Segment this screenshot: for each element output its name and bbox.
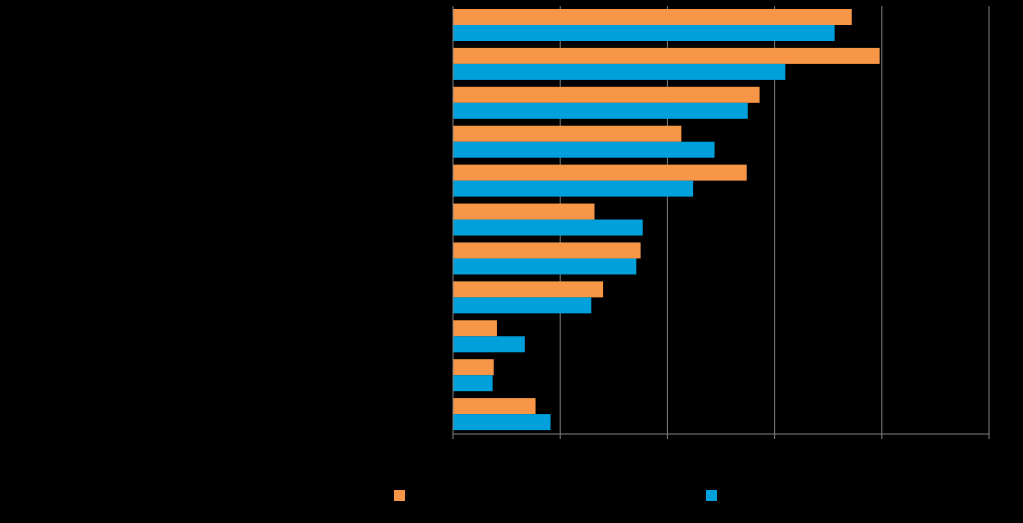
bar-series1-row10	[453, 359, 494, 376]
bar-series2-row4	[453, 141, 715, 158]
bar-series1-row4	[453, 125, 682, 142]
axis-layer	[452, 6, 990, 439]
legend	[394, 490, 717, 501]
bars-layer	[453, 9, 880, 431]
bar-series1-row3	[453, 86, 760, 103]
bar-series2-row11	[453, 414, 551, 431]
bar-series1-row2	[453, 47, 880, 64]
bar-series1-row5	[453, 164, 747, 181]
bar-series1-row7	[453, 242, 641, 259]
bar-series2-row1	[453, 25, 835, 41]
bar-series2-row10	[453, 375, 493, 392]
bar-series2-row5	[453, 180, 694, 197]
bar-series1-row11	[453, 398, 536, 415]
bar-series2-row9	[453, 336, 525, 353]
bar-series2-row7	[453, 258, 637, 275]
bar-series2-row2	[453, 63, 786, 80]
bar-series2-row6	[453, 219, 643, 236]
legend-swatch-series2	[706, 490, 717, 501]
bar-series1-row8	[453, 281, 604, 298]
legend-swatch-series1	[394, 490, 405, 501]
bar-series2-row3	[453, 102, 748, 119]
bar-series2-row8	[453, 297, 592, 314]
bar-series1-row1	[453, 9, 852, 25]
bar-series1-row9	[453, 320, 497, 337]
bar-series1-row6	[453, 203, 595, 220]
